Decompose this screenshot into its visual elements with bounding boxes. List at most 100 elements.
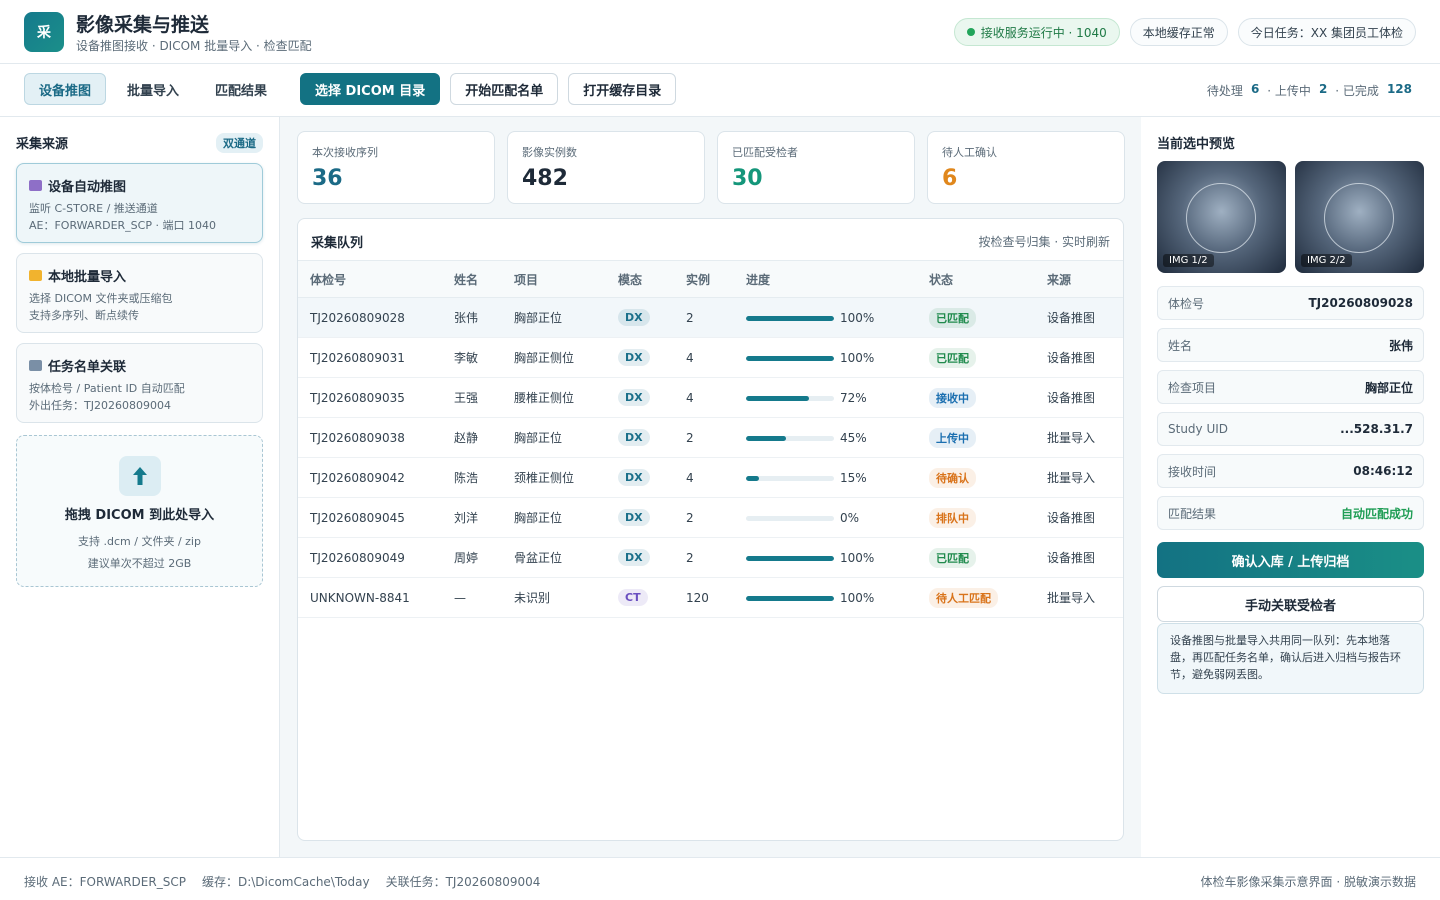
status-tag: 已匹配 (929, 547, 976, 568)
source: 设备推图 (1047, 497, 1123, 538)
link-button[interactable]: 手动关联受检者 (1157, 586, 1424, 622)
progress-track (746, 595, 834, 601)
table-header: 体检号 姓名 项目 模态 实例 进度 状态 来源 (298, 260, 1123, 298)
queue-row[interactable]: TJ20260809035 王强 腰椎正侧位 DX 4 72% 接收中 设备推图 (298, 377, 1123, 418)
source-card[interactable]: 设备自动推图 监听 C-STORE / 推送通道 AE：FORWARDER_SCP … (16, 163, 263, 243)
drop-zone[interactable]: 拖拽 DICOM 到此处导入 支持 .dcm / 文件夹 / zip 建议单次不… (16, 435, 263, 587)
field-label: 检查项目 (1168, 380, 1217, 395)
name: 陈浩 (454, 457, 514, 498)
column-header: 项目 (514, 260, 618, 298)
queue-row[interactable]: TJ20260809031 李敏 胸部正侧位 DX 4 100% 已匹配 设备推图 (298, 337, 1123, 378)
button[interactable]: 选择 DICOM 目录 (300, 73, 441, 105)
exam-id: UNKNOWN-8841 (298, 577, 454, 618)
name: 赵静 (454, 417, 514, 458)
count-label: 待处理 (1206, 84, 1243, 98)
modality-cell: DX (618, 297, 686, 338)
progress-label: 100% (840, 350, 875, 365)
source-card[interactable]: 本地批量导入 选择 DICOM 文件夹或压缩包 支持多序列、断点续传 (16, 253, 263, 333)
confirm-button[interactable]: 确认入库 / 上传归档 (1157, 542, 1424, 578)
field-label: 接收时间 (1168, 464, 1217, 479)
count-label: · 上传中 (1267, 84, 1311, 98)
tabs: 设备推图 批量导入 匹配结果 (24, 73, 282, 105)
field: 匹配结果 自动匹配成功 (1157, 496, 1424, 530)
modality-cell: DX (618, 457, 686, 498)
item: 胸部正侧位 (514, 337, 618, 378)
exam-id: TJ20260809028 (298, 297, 454, 338)
status-tag: 待人工匹配 (929, 587, 998, 608)
stat-card: 影像实例数 482 (507, 131, 705, 204)
card-line: AE：FORWARDER_SCP · 端口 1040 (29, 219, 216, 232)
panel-title: 采集来源 (16, 137, 69, 152)
progress-cell: 100% (746, 297, 929, 338)
stat-label: 影像实例数 (522, 146, 577, 159)
card-title: 任务名单关联 (48, 360, 127, 375)
image-thumb[interactable]: IMG 2/2 (1295, 161, 1424, 273)
tab[interactable]: 匹配结果 (215, 83, 268, 99)
upload-icon (118, 456, 161, 496)
card-title-row: 本地批量导入 (29, 266, 250, 285)
progress-track (746, 355, 834, 361)
queue-row[interactable]: UNKNOWN-8841— 未识别 CT 120 100% 待人工匹配 批量导入 (298, 577, 1123, 618)
progress-track (746, 395, 834, 401)
progress-cell: 0% (746, 497, 929, 538)
item: 骨盆正位 (514, 537, 618, 578)
queue-row[interactable]: TJ20260809042 陈浩 颈椎正侧位 DX 4 15% 待确认 批量导入 (298, 457, 1123, 498)
progress-label: 100% (840, 550, 875, 565)
status-tag: 已匹配 (929, 347, 976, 368)
queue-panel: 采集队列 按检查号归集 · 实时刷新 体检号 姓名 项目 模态 实例 进度 状态 来源 TJ2… (297, 218, 1124, 841)
count-value: 6 (1250, 82, 1260, 96)
queue-row[interactable]: TJ20260809028 张伟 胸部正位 DX 2 100% 已匹配 设备推图 (298, 297, 1123, 338)
progress-bar (746, 435, 786, 441)
status-cell: 待人工匹配 (929, 577, 1047, 618)
progress-track (746, 435, 834, 441)
source: 设备推图 (1047, 537, 1123, 578)
column-header: 来源 (1047, 260, 1123, 298)
source: 批量导入 (1047, 457, 1123, 498)
exam-id: TJ20260809049 (298, 537, 454, 578)
field: Study UID ...528.31.7 (1157, 412, 1424, 446)
queue-row[interactable]: TJ20260809038 赵静 胸部正位 DX 2 45% 上传中 批量导入 (298, 417, 1123, 458)
instances: 120 (686, 577, 746, 618)
footer: 接收 AE：FORWARDER_SCP 缓存：D:\DicomCache\Toda… (0, 857, 1440, 900)
item: 胸部正位 (514, 417, 618, 458)
field-label: 姓名 (1168, 338, 1193, 353)
status-tag: 已匹配 (929, 307, 976, 328)
status-tag: 排队中 (929, 507, 976, 528)
count-value: 2 (1318, 82, 1328, 96)
modality-tag: DX (618, 469, 650, 486)
button[interactable]: 开始匹配名单 (450, 73, 559, 105)
item: 胸部正位 (514, 497, 618, 538)
instances: 4 (686, 457, 746, 498)
status-cell: 待确认 (929, 457, 1047, 498)
stats: 本次接收序列 36 影像实例数 482 已匹配受检者 30 待人工确认 6 (297, 131, 1125, 204)
progress-track (746, 515, 834, 521)
note: 设备推图与批量导入共用同一队列：先本地落盘，再匹配任务名单，确认后进入归档与报告… (1157, 623, 1424, 694)
field-value: 08:46:12 (1353, 464, 1413, 478)
tab[interactable]: 批量导入 (127, 83, 180, 99)
exam-id: TJ20260809042 (298, 457, 454, 498)
count-value: 128 (1386, 82, 1412, 96)
item: 腰椎正侧位 (514, 377, 618, 418)
panel-title: 当前选中预览 (1157, 137, 1236, 152)
footer-item: 接收 AE：FORWARDER_SCP (24, 875, 186, 889)
button[interactable]: 打开缓存目录 (568, 73, 677, 105)
tab[interactable]: 设备推图 (24, 73, 107, 105)
progress-cell: 45% (746, 417, 929, 458)
image-thumb[interactable]: IMG 1/2 (1157, 161, 1286, 273)
progress-bar (746, 595, 834, 601)
card-icon (29, 270, 42, 281)
queue-row[interactable]: TJ20260809049 周婷 骨盆正位 DX 2 100% 已匹配 设备推图 (298, 537, 1123, 578)
progress-bar (746, 355, 834, 361)
status-cell: 上传中 (929, 417, 1047, 458)
instances: 2 (686, 497, 746, 538)
logo: 采 (24, 12, 64, 52)
modality-tag: CT (618, 589, 648, 606)
queue-row[interactable]: TJ20260809045 刘洋 胸部正位 DX 2 0% 排队中 设备推图 (298, 497, 1123, 538)
drop-hint: 建议单次不超过 2GB (87, 557, 192, 570)
source-card[interactable]: 任务名单关联 按体检号 / Patient ID 自动匹配 外出任务：TJ20260… (16, 343, 263, 423)
exam-id: TJ20260809038 (298, 417, 454, 458)
source: 设备推图 (1047, 377, 1123, 418)
item: 未识别 (514, 577, 618, 618)
card-icon (29, 360, 42, 371)
card-line: 按体检号 / Patient ID 自动匹配 (29, 382, 185, 395)
